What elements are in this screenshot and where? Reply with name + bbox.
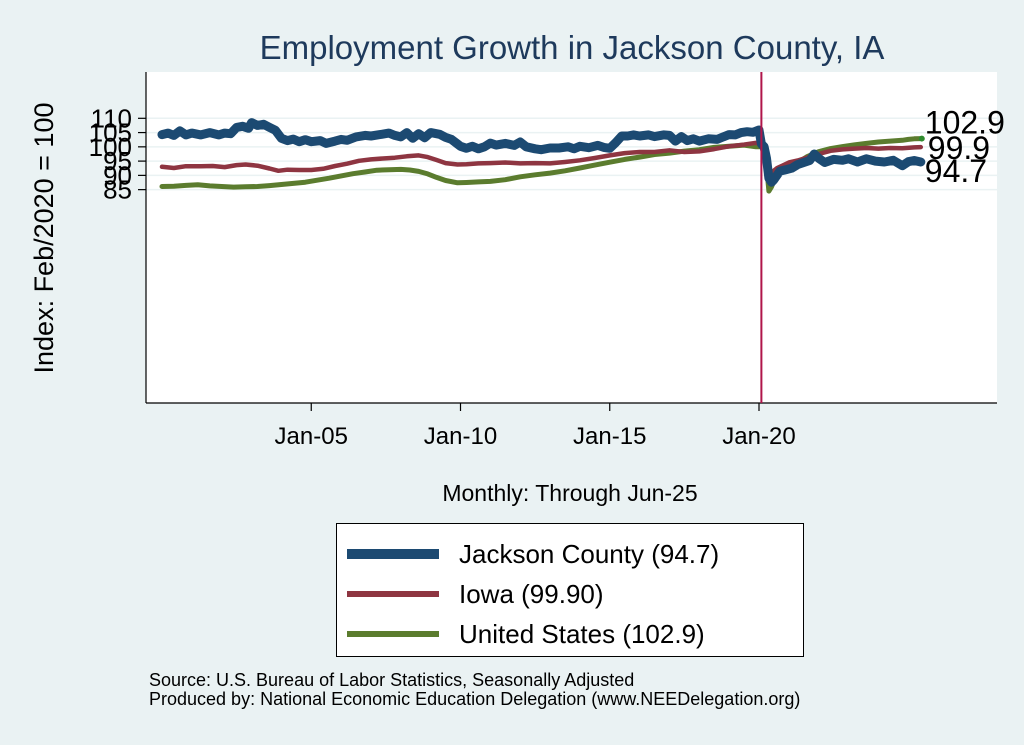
- legend-label-us: United States (102.9): [459, 618, 705, 649]
- y-tick-label: 85: [103, 175, 132, 205]
- legend-swatch-jackson: [347, 549, 439, 559]
- legend: Jackson County (94.7) Iowa (99.90) Unite…: [336, 523, 804, 657]
- chart-title: Employment Growth in Jackson County, IA: [260, 29, 885, 66]
- producer-line: Produced by: National Economic Education…: [149, 689, 801, 709]
- legend-label-iowa: Iowa (99.90): [459, 578, 604, 609]
- end-label-iowa: 99.9: [928, 130, 990, 166]
- plot-area: [146, 72, 997, 403]
- legend-swatch-us: [347, 631, 439, 637]
- series-layer: [157, 72, 926, 403]
- legend-swatch-iowa: [347, 591, 439, 597]
- x-axis-label: Monthly: Through Jun-25: [442, 480, 697, 506]
- us-end-marker: [918, 135, 925, 142]
- end-label-us: 102.9: [925, 105, 1005, 141]
- source-line: Source: U.S. Bureau of Labor Statistics,…: [149, 670, 635, 690]
- y-tick-label: 100: [89, 132, 132, 162]
- x-tick-label: Jan-05: [275, 423, 348, 450]
- y-tick-label: 110: [91, 103, 132, 133]
- y-tick-label: 105: [89, 118, 132, 148]
- x-tick-label: Jan-20: [722, 423, 795, 450]
- source-note: Source: U.S. Bureau of Labor Statistics,…: [149, 671, 800, 709]
- x-tick-label: Jan-15: [573, 423, 646, 450]
- x-tick-label: Jan-10: [424, 423, 497, 450]
- legend-label-jackson: Jackson County (94.7): [459, 538, 720, 569]
- y-tick-label: 95: [103, 146, 132, 176]
- y-axis-label: Index: Feb/2020 = 100: [29, 103, 59, 374]
- end-label-jackson: 94.7: [925, 153, 987, 189]
- series-line-jackson: [157, 118, 926, 187]
- y-tick-label: 90: [103, 160, 132, 190]
